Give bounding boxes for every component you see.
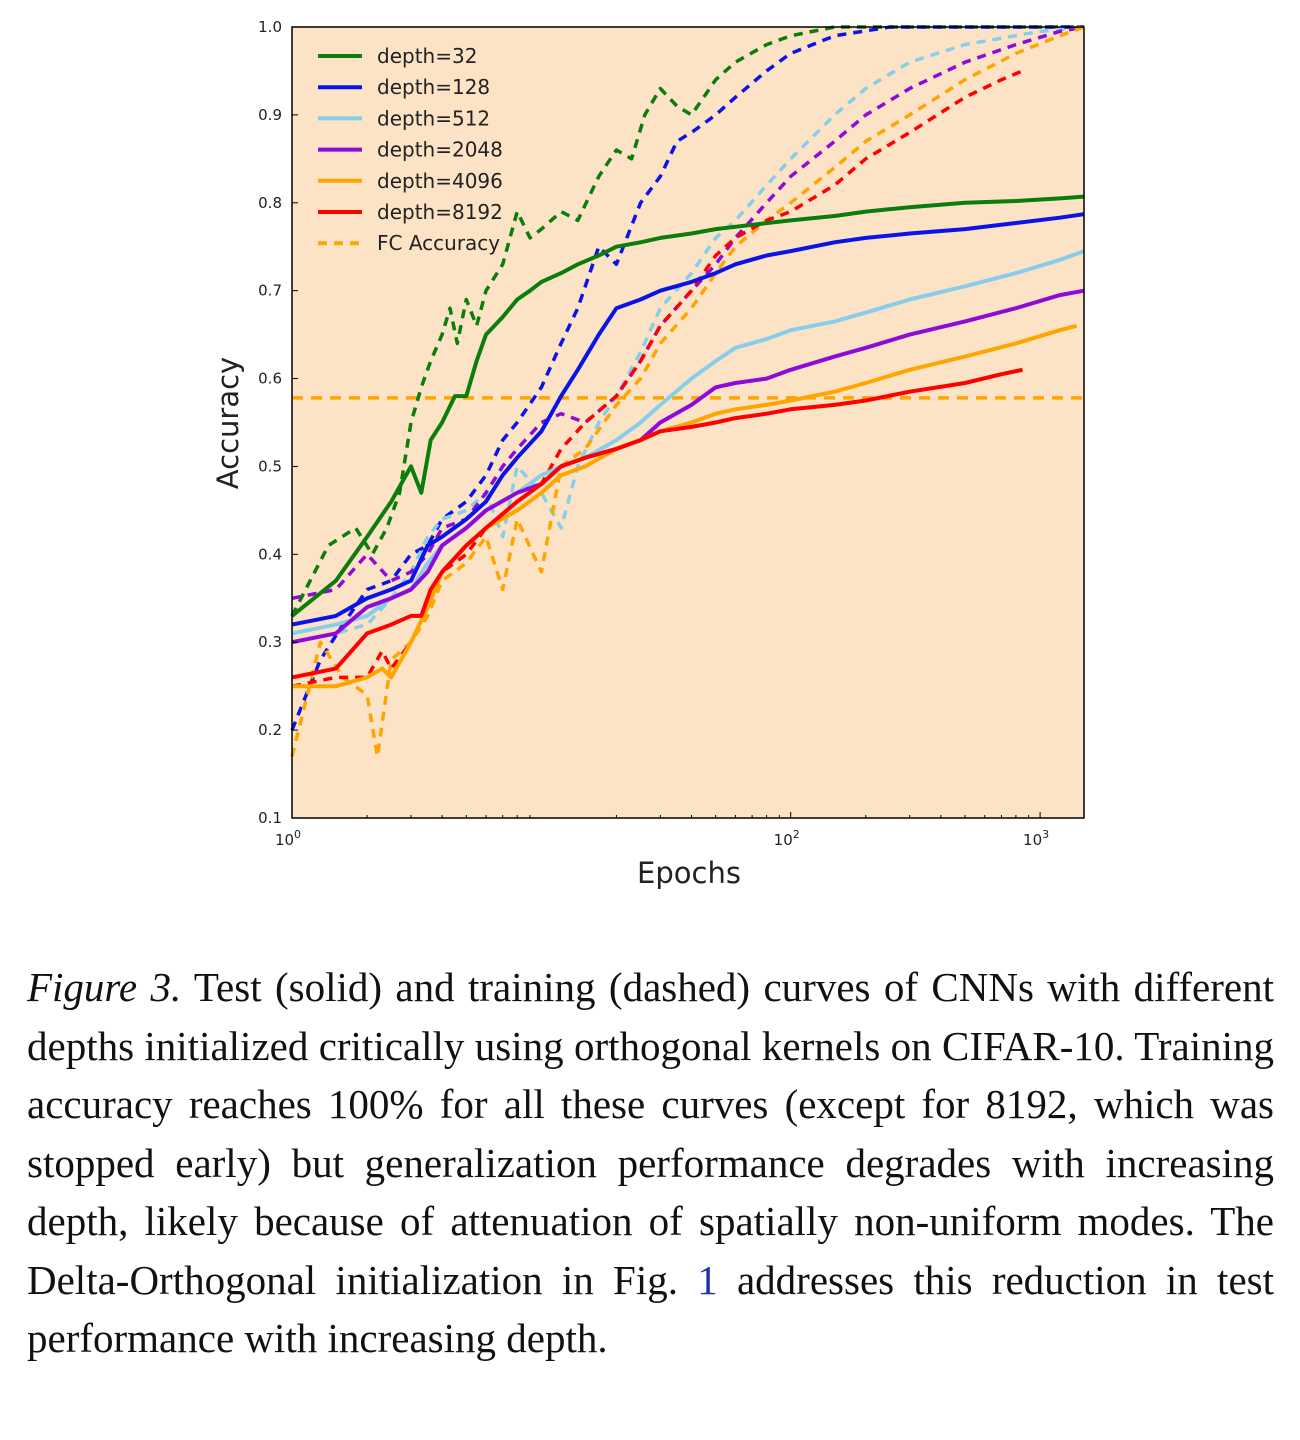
- y-axis-label: Accuracy: [211, 357, 245, 489]
- y-axis-ticks: 0.1 0.2 0.3 0.4 0.5 0.6 0.7 0.8 0.9 1.0: [258, 18, 298, 827]
- figure-caption: Figure 3. Test (solid) and training (das…: [27, 958, 1274, 1368]
- legend: depth=32 depth=128 depth=512 depth=2048 dept…: [318, 44, 503, 255]
- train-line-depth-32: [290, 25, 1084, 617]
- x-tick-label: 102: [774, 828, 800, 849]
- y-tick-label: 0.6: [258, 370, 282, 388]
- legend-label-depth-32: depth=32: [377, 44, 477, 68]
- legend-label-fc-accuracy: FC Accuracy: [377, 231, 500, 255]
- caption-text-end: addresses this reduction in test perform…: [27, 1256, 1274, 1362]
- x-tick-label: 103: [1023, 828, 1049, 849]
- figure-label: Figure 3.: [27, 964, 182, 1010]
- caption-text: Test (solid) and training (dashed) curve…: [27, 964, 1274, 1303]
- test-line-depth-32: [290, 194, 1085, 618]
- y-tick-label: 0.8: [258, 194, 282, 212]
- plot-frame: [291, 26, 1085, 819]
- train-line-depth-8192: [291, 69, 1024, 688]
- y-tick-label: 1.0: [258, 18, 282, 36]
- legend-label-depth-512: depth=512: [377, 106, 490, 130]
- train-line-depth-4096: [290, 25, 1085, 759]
- y-tick-label: 0.1: [258, 809, 282, 827]
- legend-label-depth-8192: depth=8192: [377, 200, 503, 224]
- figure-chart: 0.1 0.2 0.3 0.4 0.5 0.6 0.7 0.8 0.9 1.0 100 102 103…: [211, 18, 1085, 890]
- y-tick-label: 0.4: [258, 545, 282, 563]
- x-tick-label: 100: [275, 828, 301, 849]
- legend-label-depth-2048: depth=2048: [377, 138, 503, 162]
- test-curves: [290, 194, 1085, 689]
- y-tick-label: 0.5: [258, 457, 282, 475]
- legend-label-depth-128: depth=128: [377, 75, 490, 99]
- accuracy-chart: 0.1 0.2 0.3 0.4 0.5 0.6 0.7 0.8 0.9 1.0 100 102 103…: [211, 18, 1085, 890]
- x-axis-label: Epochs: [637, 856, 741, 890]
- train-line-depth-512: [291, 25, 1085, 644]
- x-axis-ticks: 100 102 103: [275, 812, 1049, 849]
- test-line-depth-8192: [291, 367, 1023, 680]
- y-tick-label: 0.7: [258, 282, 282, 300]
- y-tick-label: 0.3: [258, 633, 282, 651]
- test-line-depth-128: [291, 212, 1085, 627]
- legend-label-depth-4096: depth=4096: [377, 169, 503, 193]
- figure-reference-link[interactable]: 1: [697, 1256, 718, 1303]
- train-line-depth-128: [290, 25, 1084, 731]
- y-tick-label: 0.2: [258, 721, 282, 739]
- y-tick-label: 0.9: [258, 106, 282, 124]
- test-line-depth-512: [291, 249, 1085, 636]
